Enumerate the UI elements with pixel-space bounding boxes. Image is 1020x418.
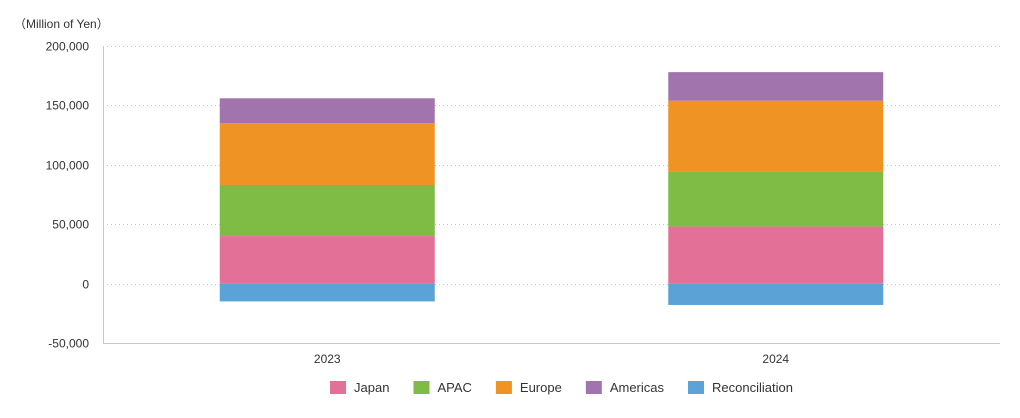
bar-segment-japan-2024[interactable] xyxy=(668,226,884,284)
axes xyxy=(103,46,1000,344)
unit-label: （Million of Yen） xyxy=(14,17,109,31)
legend-swatch-japan[interactable] xyxy=(330,381,347,394)
legend-label-americas[interactable]: Americas xyxy=(610,380,665,395)
legend-swatch-americas[interactable] xyxy=(585,381,602,394)
legend-swatch-europe[interactable] xyxy=(495,381,512,394)
bar-segment-europe-2023[interactable] xyxy=(219,123,435,185)
legend-swatch-reconciliation[interactable] xyxy=(688,381,705,394)
y-tick-label: 0 xyxy=(82,278,89,292)
y-tick-label: 50,000 xyxy=(52,218,89,232)
y-tick-label: 150,000 xyxy=(46,99,90,113)
x-tick-label: 2024 xyxy=(762,352,789,366)
y-tick-label: 200,000 xyxy=(46,40,90,54)
bar-segment-americas-2023[interactable] xyxy=(219,98,435,124)
gridlines xyxy=(103,46,1000,285)
x-tick-labels: 2023 2024 xyxy=(314,352,790,366)
bar-segment-americas-2024[interactable] xyxy=(668,72,884,101)
legend-swatch-apac[interactable] xyxy=(413,381,430,394)
bar-segment-apac-2024[interactable] xyxy=(668,171,884,227)
legend-label-reconciliation[interactable]: Reconciliation xyxy=(712,380,793,395)
x-tick-label: 2023 xyxy=(314,352,341,366)
legend-label-apac[interactable]: APAC xyxy=(437,380,471,395)
legend[interactable]: Japan APAC Europe Americas Reconciliation xyxy=(330,380,793,395)
bar-segment-reconciliation-2024[interactable] xyxy=(668,283,884,305)
legend-label-europe[interactable]: Europe xyxy=(520,380,562,395)
y-tick-labels: 200,000 150,000 100,000 50,000 0 -50,000 xyxy=(46,40,90,351)
bars xyxy=(219,72,884,305)
y-tick-label: 100,000 xyxy=(46,159,90,173)
bar-segment-europe-2024[interactable] xyxy=(668,100,884,172)
bar-segment-apac-2023[interactable] xyxy=(219,184,435,237)
bar-segment-japan-2023[interactable] xyxy=(219,236,435,284)
y-tick-label: -50,000 xyxy=(48,337,89,351)
bar-segment-reconciliation-2023[interactable] xyxy=(219,283,435,302)
legend-label-japan[interactable]: Japan xyxy=(354,380,389,395)
